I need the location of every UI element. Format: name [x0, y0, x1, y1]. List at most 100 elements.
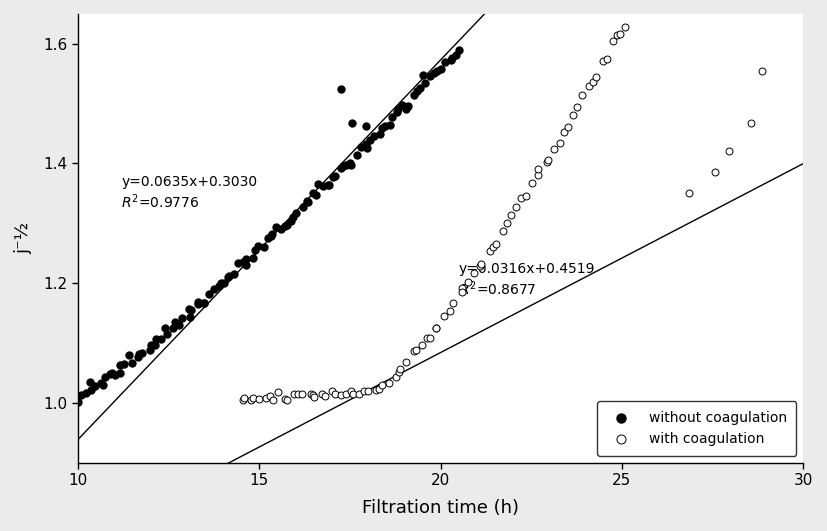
without coagulation [232, 259, 245, 268]
without coagulation [309, 191, 323, 200]
with coagulation [566, 111, 580, 119]
without coagulation [212, 281, 225, 290]
without coagulation [360, 140, 373, 148]
without coagulation [84, 378, 97, 387]
without coagulation [175, 314, 189, 322]
without coagulation [311, 180, 324, 189]
with coagulation [357, 387, 370, 396]
without coagulation [136, 349, 149, 358]
with coagulation [399, 357, 413, 366]
without coagulation [275, 225, 288, 233]
without coagulation [427, 68, 440, 77]
with coagulation [490, 239, 503, 248]
with coagulation [510, 203, 523, 212]
without coagulation [395, 101, 409, 109]
with coagulation [423, 333, 436, 342]
without coagulation [361, 143, 374, 152]
without coagulation [344, 160, 357, 169]
without coagulation [113, 361, 127, 369]
with coagulation [542, 156, 555, 165]
with coagulation [291, 390, 304, 398]
Point [334, 84, 347, 93]
without coagulation [401, 101, 414, 110]
without coagulation [383, 121, 396, 129]
X-axis label: Filtration time (h): Filtration time (h) [362, 499, 519, 517]
without coagulation [132, 349, 146, 358]
without coagulation [375, 124, 389, 132]
without coagulation [150, 335, 163, 344]
with coagulation [486, 242, 500, 251]
without coagulation [252, 242, 265, 250]
without coagulation [286, 213, 299, 221]
without coagulation [302, 198, 315, 206]
without coagulation [307, 189, 320, 197]
with coagulation [315, 390, 328, 398]
with coagulation [496, 227, 509, 235]
without coagulation [94, 379, 108, 387]
Point [345, 118, 358, 127]
without coagulation [148, 340, 161, 349]
with coagulation [461, 278, 475, 286]
with coagulation [266, 396, 280, 404]
with coagulation [278, 395, 291, 404]
without coagulation [367, 132, 380, 140]
with coagulation [246, 394, 260, 402]
with coagulation [383, 379, 396, 387]
Point [744, 118, 758, 127]
without coagulation [172, 321, 185, 329]
without coagulation [364, 136, 377, 144]
with coagulation [531, 170, 544, 179]
without coagulation [168, 318, 181, 327]
without coagulation [88, 382, 102, 390]
with coagulation [281, 396, 294, 404]
with coagulation [373, 384, 386, 393]
without coagulation [322, 181, 335, 190]
without coagulation [261, 234, 275, 242]
without coagulation [449, 50, 462, 59]
without coagulation [159, 324, 172, 332]
with coagulation [443, 307, 457, 315]
with coagulation [475, 260, 488, 268]
with coagulation [571, 103, 584, 112]
without coagulation [126, 358, 139, 367]
without coagulation [265, 232, 278, 241]
without coagulation [109, 371, 122, 380]
without coagulation [227, 270, 241, 279]
with coagulation [394, 365, 407, 374]
with coagulation [474, 262, 487, 270]
without coagulation [218, 279, 231, 287]
with coagulation [467, 269, 480, 277]
with coagulation [547, 145, 561, 153]
without coagulation [340, 160, 353, 169]
without coagulation [300, 196, 313, 205]
without coagulation [72, 398, 85, 407]
with coagulation [613, 30, 626, 38]
without coagulation [105, 369, 118, 377]
with coagulation [287, 389, 300, 398]
with coagulation [334, 391, 347, 399]
with coagulation [253, 395, 266, 403]
without coagulation [386, 113, 399, 122]
with coagulation [606, 37, 619, 46]
with coagulation [352, 390, 366, 398]
without coagulation [97, 381, 110, 389]
without coagulation [122, 351, 136, 359]
Y-axis label: j⁻½: j⁻½ [14, 222, 32, 254]
Text: y=0.0635x+0.3030
$R^2$=0.9776: y=0.0635x+0.3030 $R^2$=0.9776 [122, 175, 257, 211]
with coagulation [483, 247, 496, 256]
Legend: without coagulation, with coagulation: without coagulation, with coagulation [597, 401, 796, 456]
with coagulation [304, 389, 318, 398]
with coagulation [561, 122, 574, 131]
without coagulation [355, 143, 368, 151]
without coagulation [452, 46, 466, 54]
without coagulation [257, 243, 270, 251]
with coagulation [437, 312, 450, 320]
without coagulation [430, 67, 443, 75]
without coagulation [221, 273, 234, 281]
Point [723, 147, 736, 156]
with coagulation [557, 127, 571, 136]
without coagulation [198, 299, 211, 307]
without coagulation [160, 330, 174, 338]
with coagulation [326, 387, 339, 396]
without coagulation [246, 253, 260, 262]
